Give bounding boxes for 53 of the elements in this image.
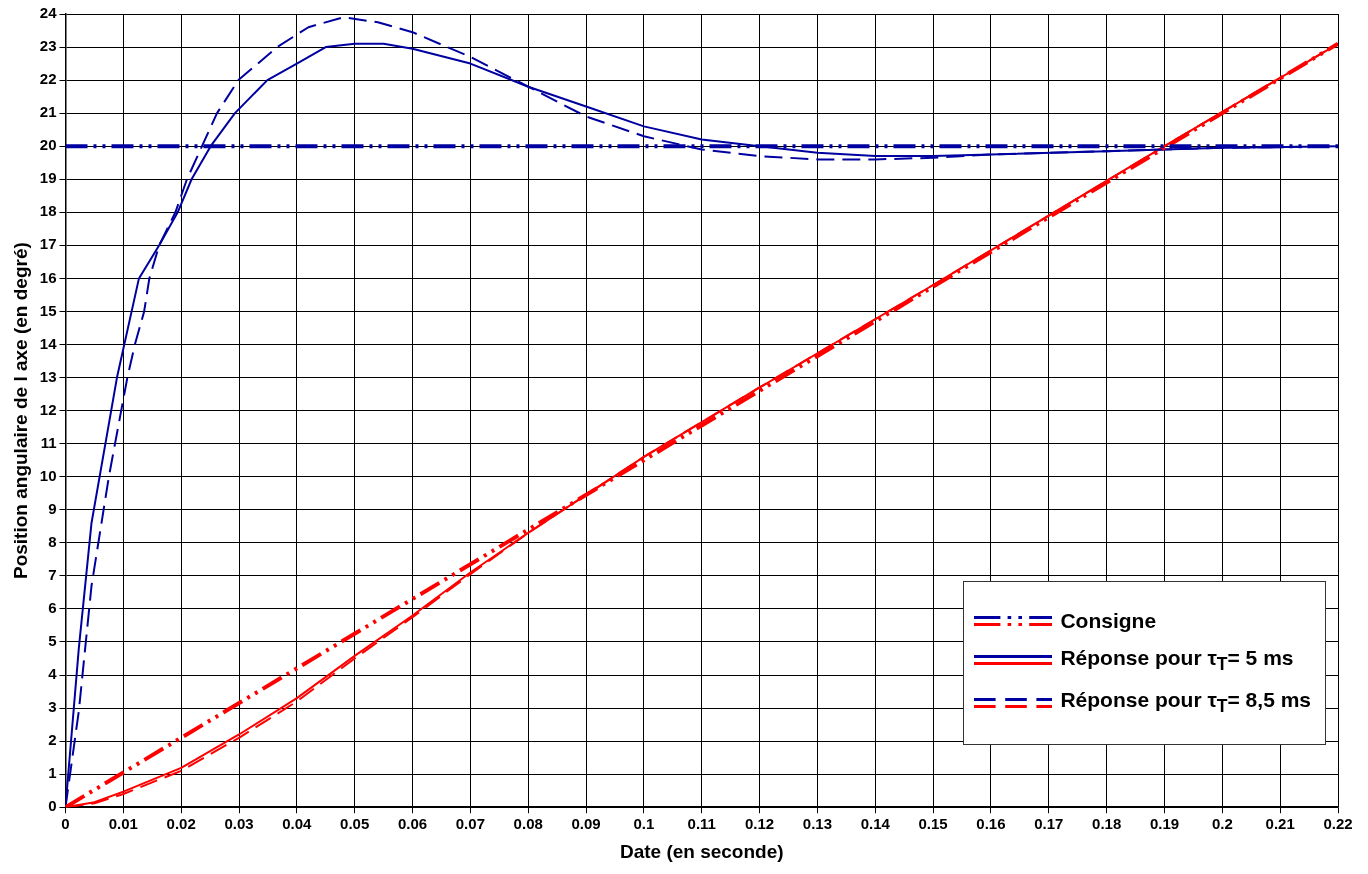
legend-label: Réponse pour τ$_{T}$= 8,5 ms [1060,688,1311,718]
x-tick-label: 0.1 [633,815,655,833]
y-tick-label: 4 [48,665,58,683]
x-tick-label: 0.14 [860,815,891,833]
y-tick-label: 15 [39,301,57,319]
y-tick-label: 18 [39,202,57,220]
legend-label: Consigne [1060,608,1157,633]
x-tick-label: 0.17 [1034,815,1064,833]
y-tick-label: 13 [39,367,57,385]
y-axis-title: Position angulaire de l axe (en degré) [9,242,31,580]
x-tick-label: 0.04 [282,815,313,833]
x-tick-label: 0.01 [108,815,138,833]
y-tick-label: 3 [48,698,57,716]
x-tick-label: 0.09 [571,815,601,833]
y-tick-label: 5 [48,632,57,650]
x-tick-label: 0.12 [744,815,775,833]
y-tick-label: 6 [48,599,57,617]
y-tick-label: 8 [48,532,57,550]
x-tick-label: 0.06 [397,815,428,833]
y-tick-label: 12 [39,400,57,418]
y-tick-label: 0 [48,797,57,815]
x-tick-label: 0.13 [802,815,833,833]
x-tick-label: 0.08 [513,815,543,833]
x-tick-label: 0.16 [976,815,1006,833]
y-tick-label: 11 [40,433,57,451]
y-tick-label: 9 [48,499,57,517]
y-tick-label: 2 [48,731,57,749]
x-tick-label: 0.02 [166,815,196,833]
y-tick-label: 21 [39,103,57,121]
x-tick-label: 0.11 [687,815,716,833]
x-tick-label: 0.03 [224,815,254,833]
y-tick-label: 22 [39,70,57,88]
y-tick-label: 7 [48,565,57,583]
x-tick-label: 0 [61,815,70,833]
x-tick-label: 0.2 [1211,815,1233,833]
y-tick-label: 23 [39,37,57,55]
y-tick-label: 24 [39,4,58,22]
x-tick-label: 0.22 [1323,815,1353,833]
y-tick-label: 17 [39,235,57,253]
y-tick-label: 19 [39,169,57,187]
x-tick-label: 0.18 [1092,815,1122,833]
y-tick-label: 14 [39,334,58,352]
x-tick-label: 0.19 [1149,815,1180,833]
y-tick-label: 10 [39,466,57,484]
x-tick-label: 0.15 [918,815,948,833]
x-tick-label: 0.05 [340,815,370,833]
legend-label: Réponse pour τ$_{T}$= 5 ms [1060,645,1294,675]
x-tick-label: 0.07 [455,815,485,833]
x-axis-title: Date (en seconde) [619,840,784,862]
y-tick-label: 20 [39,136,57,154]
y-tick-label: 16 [39,268,57,286]
x-tick-label: 0.21 [1265,815,1295,833]
y-tick-label: 1 [48,764,57,782]
